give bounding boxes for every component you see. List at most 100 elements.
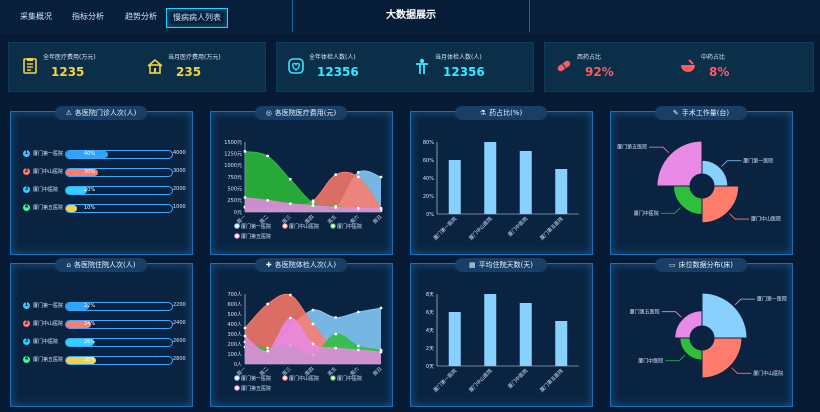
data-point bbox=[356, 310, 360, 314]
x-tick-label: 厦门中医院 bbox=[507, 215, 530, 238]
progress-label: 24% bbox=[84, 321, 96, 327]
x-tick-label: 周日 bbox=[372, 214, 383, 225]
stat-label: 中药占比 bbox=[701, 54, 726, 61]
tab-chronic-patient-list[interactable]: 慢病病人列表 bbox=[166, 8, 228, 28]
legend-label: 厦门第一医院 bbox=[241, 223, 271, 230]
value-label: 2600 bbox=[173, 338, 186, 344]
panel-checkup: ✚ 各医院体检人次(人) 0人 100人 200人 300人 400人 500人 600人 70… bbox=[210, 258, 393, 407]
y-tick-label: 750元 bbox=[227, 175, 242, 181]
x-tick-label: 周四 bbox=[304, 366, 315, 377]
coin-icon: ◎ bbox=[265, 109, 272, 117]
bar bbox=[448, 312, 461, 366]
panel-header: ▭ 床位数据分布(床) bbox=[655, 258, 747, 272]
panel-outpatient: ⚠ 各医院门诊人次(人) 1 厦门第一医院 40% 4000 2 厦门中山医院 3… bbox=[10, 106, 193, 255]
tab-trend-analysis[interactable]: 趋势分析 bbox=[125, 12, 157, 21]
x-tick-label: 周四 bbox=[304, 214, 315, 225]
legend-marker bbox=[234, 233, 240, 239]
data-point bbox=[311, 204, 315, 207]
tab-collection-overview[interactable]: 采集概况 bbox=[20, 12, 52, 21]
stat-annual-medical-cost: 全年医疗费用(万元) 1235 bbox=[19, 43, 139, 91]
hospital-name: 厦门中医院 bbox=[33, 339, 59, 345]
scalpel-icon: ✎ bbox=[672, 109, 679, 117]
leader-line bbox=[734, 298, 755, 306]
panel-header: ⚠ 各医院门诊人次(人) bbox=[55, 106, 147, 120]
y-tick-label: 700人 bbox=[227, 292, 242, 298]
legend-label: 厦门中医院 bbox=[337, 223, 362, 230]
data-point bbox=[379, 175, 383, 179]
y-tick-label: 500元 bbox=[227, 186, 242, 192]
data-point bbox=[356, 175, 360, 179]
tab-indicator-analysis[interactable]: 指标分析 bbox=[72, 12, 104, 21]
progress-bar: 20% bbox=[65, 186, 173, 195]
rank-badge: 3 bbox=[23, 338, 30, 345]
y-tick-label: 0% bbox=[426, 212, 434, 218]
y-tick-label: 1500元 bbox=[224, 140, 242, 146]
person-icon bbox=[411, 55, 433, 77]
stat-value: 92% bbox=[585, 65, 614, 79]
progress-label: 40% bbox=[84, 151, 96, 157]
slice-label: 厦门第五医院 bbox=[617, 144, 647, 151]
panel-title: 手术工作量(台) bbox=[681, 109, 730, 117]
top-nav: 采集概况 指标分析 趋势分析 慢病病人列表 大数据展示 bbox=[0, 0, 820, 34]
progress-fill bbox=[66, 303, 90, 310]
rank-row: 3 厦门中医院 26% 2600 bbox=[23, 337, 186, 347]
legend-marker bbox=[234, 375, 240, 381]
data-point bbox=[288, 293, 292, 297]
x-tick-label: 厦门第一医院 bbox=[432, 367, 458, 393]
progress-label: 28% bbox=[84, 357, 96, 363]
x-tick-label: 周二 bbox=[259, 366, 270, 377]
x-tick-label: 厦门中医院 bbox=[507, 367, 530, 390]
rank-badge: 1 bbox=[23, 302, 30, 309]
drug-ratio-bar-chart: 0% 20% 40% 60% 80% 厦门第一医院 厦门中山医院 厦门中医院 厦门第五医院 bbox=[423, 140, 579, 242]
y-tick-label: 300人 bbox=[227, 332, 242, 338]
data-point bbox=[288, 316, 292, 320]
slice-label: 厦门中山医院 bbox=[753, 370, 783, 377]
y-tick-label: 400人 bbox=[227, 322, 242, 328]
y-tick-label: 1000元 bbox=[224, 163, 242, 169]
hospital-icon: ⚠ bbox=[65, 109, 72, 117]
data-point bbox=[356, 170, 360, 174]
leader-line bbox=[731, 367, 752, 374]
panel-title: 药占比(%) bbox=[489, 109, 523, 117]
y-tick-label: 40% bbox=[423, 176, 434, 182]
y-tick-label: 0天 bbox=[426, 364, 434, 370]
hospital-name: 厦门第一医院 bbox=[33, 151, 64, 157]
stat-western-medicine: 西药占比 92% bbox=[553, 43, 683, 91]
data-point bbox=[356, 344, 360, 348]
slice-label: 厦门中医院 bbox=[638, 357, 663, 364]
house-icon bbox=[144, 55, 166, 77]
stat-label: 全年医疗费用(万元) bbox=[43, 54, 96, 61]
rank-badge: 4 bbox=[23, 356, 30, 363]
rank-row: 2 厦门中山医院 24% 2400 bbox=[23, 319, 186, 329]
series-area bbox=[245, 317, 381, 364]
data-point bbox=[288, 177, 292, 181]
x-tick-label: 周一 bbox=[236, 366, 247, 377]
leader-line bbox=[721, 160, 742, 167]
rank-row: 3 厦门中医院 20% 2000 bbox=[23, 185, 186, 195]
y-tick-label: 600人 bbox=[227, 302, 242, 308]
x-tick-label: 周日 bbox=[372, 366, 383, 377]
progress-bar: 30% bbox=[65, 168, 173, 177]
bar bbox=[484, 142, 497, 214]
progress-fill bbox=[66, 205, 77, 212]
mortar-icon bbox=[677, 55, 699, 77]
rose-slice bbox=[674, 310, 703, 339]
data-point bbox=[243, 334, 247, 338]
data-point bbox=[311, 308, 315, 312]
bar bbox=[555, 169, 568, 214]
data-point bbox=[379, 348, 383, 352]
progress-fill bbox=[66, 357, 96, 364]
progress-bar: 28% bbox=[65, 356, 173, 365]
panel-title: 床位数据分布(床) bbox=[678, 261, 734, 269]
leader-line bbox=[649, 146, 670, 154]
bar bbox=[519, 303, 532, 366]
panel-header: ✚ 各医院体检人次(人) bbox=[255, 258, 347, 272]
legend-label: 厦门中山医院 bbox=[289, 223, 319, 230]
bar bbox=[448, 160, 461, 214]
y-tick-label: 80% bbox=[423, 140, 434, 146]
progress-label: 20% bbox=[84, 187, 96, 193]
title-box: 大数据展示 bbox=[292, 0, 530, 32]
